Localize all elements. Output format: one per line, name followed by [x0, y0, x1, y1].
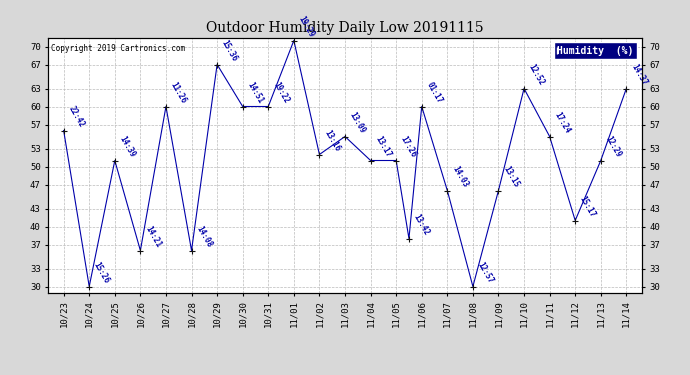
Text: 13:17: 13:17 [373, 135, 393, 159]
Text: 13:42: 13:42 [412, 213, 431, 237]
Text: 19:22: 19:22 [271, 81, 290, 105]
Text: 12:29: 12:29 [604, 135, 623, 159]
Text: 13:16: 13:16 [322, 129, 342, 153]
Text: 17:26: 17:26 [399, 135, 418, 159]
Text: 11:26: 11:26 [169, 81, 188, 105]
Text: 15:26: 15:26 [92, 261, 111, 285]
Text: 14:21: 14:21 [143, 225, 163, 249]
Text: 13:15: 13:15 [501, 165, 520, 189]
Text: 14:51: 14:51 [246, 81, 265, 105]
Text: 14:08: 14:08 [195, 225, 214, 249]
Text: 14:37: 14:37 [629, 63, 649, 87]
Text: 12:52: 12:52 [527, 63, 546, 87]
Text: 19:29: 19:29 [297, 15, 316, 39]
Text: 15:17: 15:17 [578, 195, 598, 219]
Text: 13:09: 13:09 [348, 111, 367, 135]
Text: 01:17: 01:17 [424, 81, 444, 105]
Text: Copyright 2019 Cartronics.com: Copyright 2019 Cartronics.com [51, 44, 186, 53]
Title: Outdoor Humidity Daily Low 20191115: Outdoor Humidity Daily Low 20191115 [206, 21, 484, 35]
Text: 15:36: 15:36 [220, 39, 239, 63]
Text: 12:57: 12:57 [475, 261, 495, 285]
Legend: Humidity  (%): Humidity (%) [553, 42, 637, 59]
Text: 22:42: 22:42 [66, 105, 86, 129]
Text: 14:03: 14:03 [450, 165, 469, 189]
Text: 14:39: 14:39 [117, 135, 137, 159]
Text: 17:24: 17:24 [553, 111, 572, 135]
